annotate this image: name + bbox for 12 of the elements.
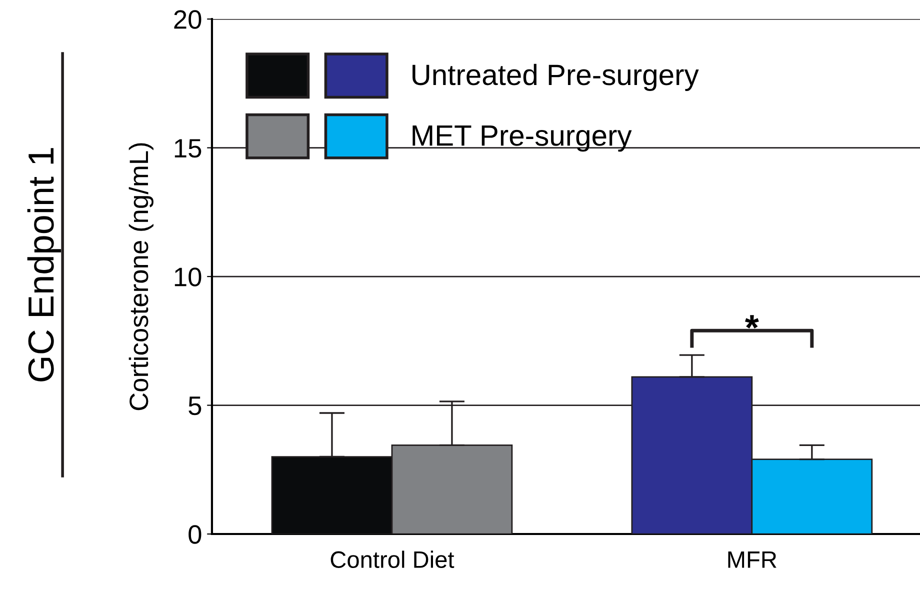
text: GC Endpoint 1	[27, 148, 61, 382]
y-tick-label: 0	[188, 525, 202, 544]
y-axis-title: Corticosterone (ng/mL)	[128, 143, 154, 410]
y-tick-label: 5	[188, 396, 202, 416]
annotation: *	[744, 315, 759, 329]
x-tick-label: Control Diet	[330, 550, 454, 568]
y-tick-label: 15	[174, 139, 202, 158]
y-tick-label: 20	[174, 10, 202, 29]
x-tick-label: MFR	[728, 552, 776, 568]
y-tick-label: 10	[174, 268, 202, 286]
legend-label: MET Pre-surgery	[412, 126, 632, 152]
legend-label: Untreated Pre-surgery	[412, 64, 699, 92]
